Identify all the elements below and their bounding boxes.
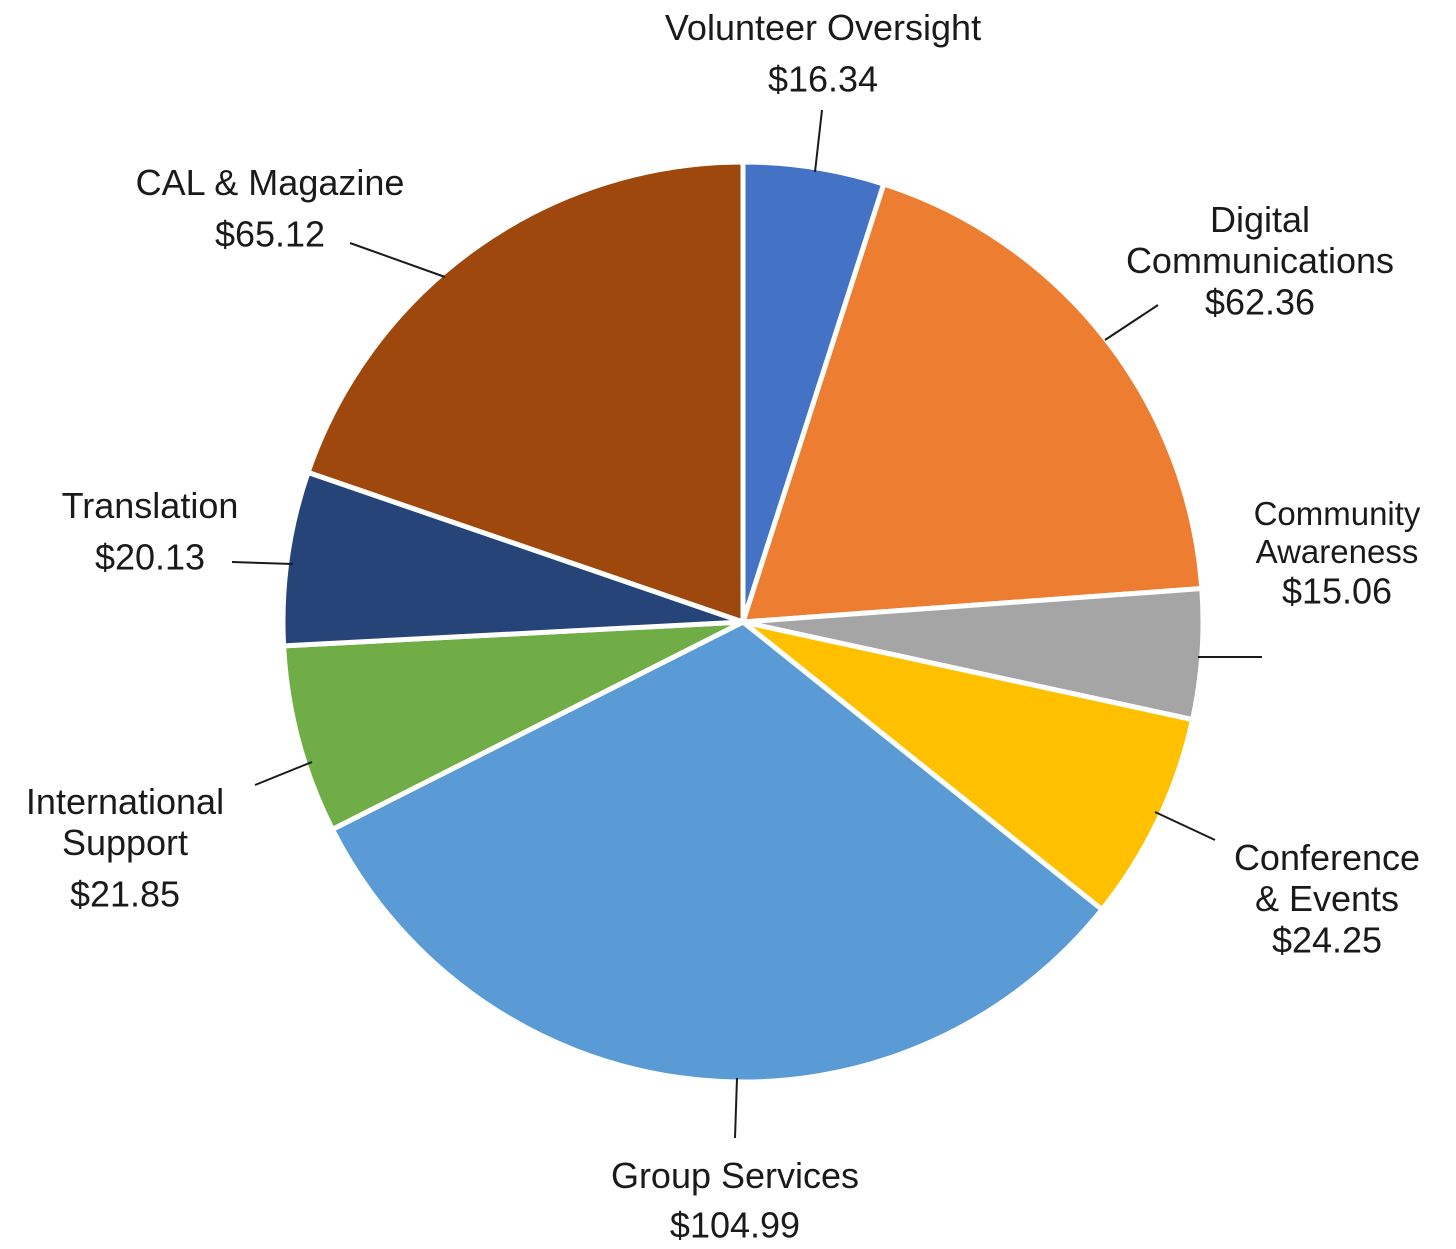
leader-line [1154,811,1216,841]
slice [329,619,1105,1085]
category-label: Conference & Events [1234,837,1420,919]
slice [281,619,746,832]
category-label: CAL & Magazine [136,162,405,203]
value-label: $24.25 [1272,920,1382,961]
leader-line [1104,304,1159,341]
category-label: Community Awareness [1254,495,1421,570]
leader-line [254,761,313,786]
leader-line [814,109,823,173]
value-label: $104.99 [670,1205,800,1246]
category-label: Translation [62,485,239,526]
leader-line [734,1077,738,1139]
slice [740,619,1196,913]
category-label: Digital Communications [1126,199,1394,281]
value-label: $16.34 [768,59,878,100]
slice [280,469,746,649]
category-label: International Support [26,781,224,863]
value-label: $62.36 [1205,282,1315,323]
value-label: $65.12 [215,214,325,255]
category-label: Group Services [611,1155,859,1196]
labels: Volunteer Oversight $16.34 Digital Communic… [26,7,1421,1246]
slice [740,181,1205,625]
leader-line [231,561,294,565]
category-label: Volunteer Oversight [665,7,981,48]
pie [280,159,1206,1085]
leader-line [349,242,446,278]
value-label: $20.13 [95,537,205,578]
value-label: $15.06 [1282,571,1392,612]
value-label: $21.85 [70,874,180,915]
slice [305,159,746,625]
